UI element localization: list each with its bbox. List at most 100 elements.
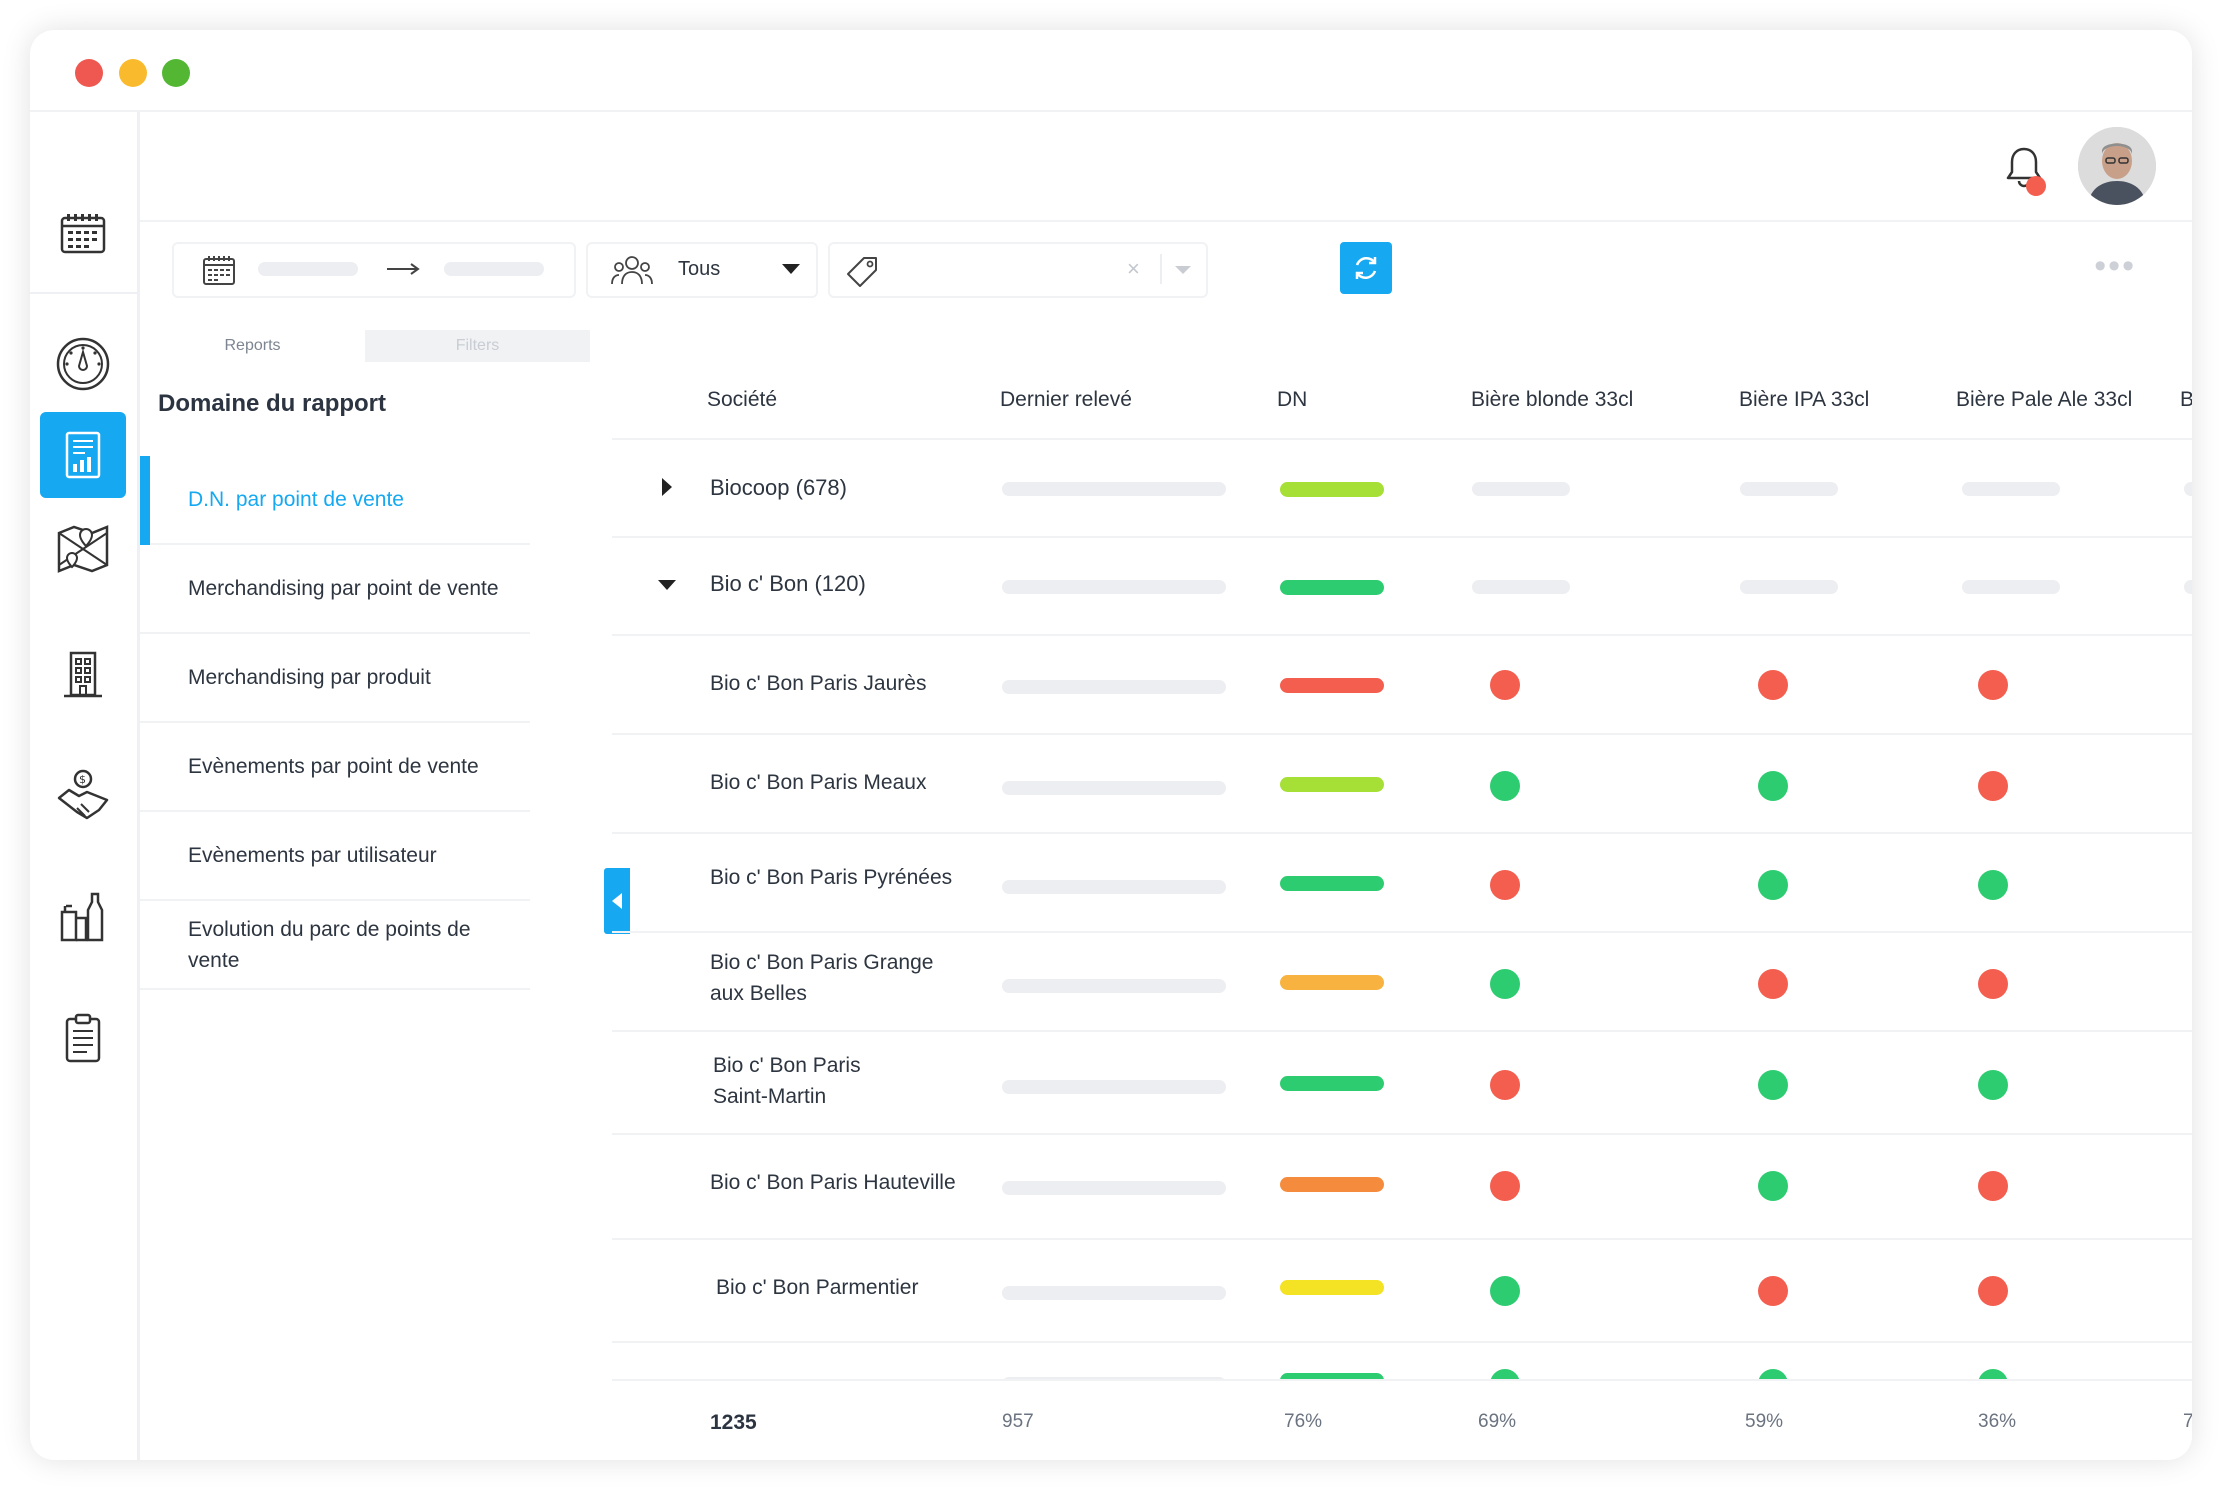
sidebar-item-deals[interactable]: $ <box>40 752 126 838</box>
handshake-icon: $ <box>57 769 109 820</box>
report-panel: Reports Filters Domaine du rapport D.N. … <box>140 330 610 1460</box>
collapse-panel-button[interactable] <box>604 868 630 934</box>
table-row[interactable]: Bio c' Bon Parmentier <box>612 1240 2192 1343</box>
status-dot <box>1758 969 1788 999</box>
sidebar-item-calendar[interactable] <box>40 190 126 276</box>
dn-bar <box>1280 1280 1384 1295</box>
sidebar-item-map[interactable] <box>40 505 126 591</box>
gauge-icon <box>56 337 110 391</box>
team-select-value: Tous <box>678 258 721 280</box>
status-dot <box>1490 1070 1520 1100</box>
tab-filters[interactable]: Filters <box>365 330 590 362</box>
total-biere-ipa: 59% <box>1745 1411 1784 1432</box>
close-window-button[interactable] <box>75 59 103 87</box>
sidebar-item-dashboard[interactable] <box>40 321 126 407</box>
store-name: Bio c' Bon Paris Jaurès <box>710 672 927 695</box>
report-item-dn[interactable]: D.N. par point de vente <box>140 456 530 545</box>
top-header <box>140 112 2192 222</box>
chevron-left-icon <box>612 893 622 909</box>
group-name: Bio c' Bon (120) <box>710 571 866 596</box>
table-row[interactable]: Bio c' Bon Paris Saint-Martin <box>612 1032 2192 1135</box>
notification-badge <box>2026 176 2046 196</box>
status-dot <box>1490 870 1520 900</box>
report-item-merch-pdv[interactable]: Merchandising par point de vente <box>140 545 530 634</box>
column-header[interactable]: DN <box>1277 388 1308 411</box>
table-row[interactable]: Bio c' Bon Paris Jaurès <box>612 636 2192 735</box>
status-dot <box>1978 670 2008 700</box>
tag-filter-select[interactable]: × <box>828 242 1208 298</box>
report-item-events-user[interactable]: Evènements par utilisateur <box>140 812 530 901</box>
team-icon <box>611 256 653 285</box>
arrow-right-icon <box>387 263 420 275</box>
chevron-down-icon <box>1175 266 1191 274</box>
table-row[interactable]: Bio c' Bon Paris Pyrénées <box>612 834 2192 933</box>
calendar-icon <box>60 214 106 254</box>
refresh-button[interactable] <box>1340 242 1392 294</box>
table-row[interactable]: Bio c' Bon Paris Meaux <box>612 735 2192 834</box>
total-dn: 76% <box>1284 1411 1323 1432</box>
store-name: Bio c' Bon Paris Grange aux Belles <box>710 951 934 1005</box>
sidebar-item-reports[interactable] <box>40 412 126 498</box>
report-list: D.N. par point de vente Merchandising pa… <box>140 456 530 990</box>
dn-bar <box>1280 876 1384 891</box>
store-name: Bio c' Bon Paris Hauteville <box>710 1171 956 1194</box>
column-header[interactable]: Bière blonde 33cl <box>1471 388 1634 411</box>
start-date-placeholder <box>258 262 358 276</box>
status-dot <box>1978 1171 2008 1201</box>
collapse-icon[interactable] <box>658 580 676 590</box>
clipboard-icon <box>65 1013 101 1063</box>
status-dot <box>1490 771 1520 801</box>
column-header[interactable]: Bière Pale Ale 33cl <box>1956 388 2133 411</box>
report-item-merch-produit[interactable]: Merchandising par produit <box>140 634 530 723</box>
status-dot <box>1978 1276 2008 1306</box>
dn-bar <box>1280 482 1384 497</box>
total-societe: 1235 <box>710 1411 757 1434</box>
more-options-button[interactable]: ••• <box>2094 249 2136 283</box>
column-header[interactable]: Dernier relevé <box>1000 388 1132 411</box>
clear-icon[interactable]: × <box>1127 256 1140 281</box>
tab-reports[interactable]: Reports <box>140 330 365 362</box>
dn-bar <box>1280 777 1384 792</box>
maximize-window-button[interactable] <box>162 59 190 87</box>
table-group-row[interactable]: Biocoop (678) <box>612 440 2192 538</box>
status-dot <box>1978 1070 2008 1100</box>
chevron-down-icon <box>782 264 800 274</box>
refresh-icon <box>1355 256 1377 280</box>
report-item-evolution[interactable]: Evolution du parc de points de vente <box>140 901 530 990</box>
sidebar-item-tasks[interactable] <box>40 996 126 1082</box>
table-row[interactable]: Bio c' Bon Paris Hauteville <box>612 1135 2192 1240</box>
date-range-picker[interactable] <box>172 242 576 298</box>
report-item-label: D.N. par point de vente <box>188 488 404 511</box>
team-select[interactable]: Tous <box>586 242 818 298</box>
column-header[interactable]: Société <box>707 388 778 411</box>
status-dot <box>1978 870 2008 900</box>
status-dot <box>1490 1171 1520 1201</box>
report-item-label: Evènements par utilisateur <box>188 844 437 867</box>
table-row[interactable] <box>612 1343 2192 1399</box>
status-dot <box>1758 670 1788 700</box>
end-date-placeholder <box>444 262 544 276</box>
app-window: $ Tous × <box>30 30 2192 1460</box>
store-name: Bio c' Bon Paris Pyrénées <box>710 866 953 889</box>
status-dot <box>1490 1276 1520 1306</box>
report-item-label: Merchandising par point de vente <box>188 577 499 600</box>
table-footer-totals: 1235 957 76% 69% 59% 36% 74% <box>612 1379 2192 1458</box>
expand-icon[interactable] <box>662 478 672 496</box>
table-row[interactable]: Bio c' Bon Paris Grange aux Belles <box>612 933 2192 1032</box>
tag-icon <box>847 257 877 287</box>
minimize-window-button[interactable] <box>119 59 147 87</box>
svg-text:$: $ <box>79 773 86 786</box>
user-avatar[interactable] <box>2078 127 2156 205</box>
report-table: Société Dernier relevé DN Bière blonde 3… <box>612 336 2192 1460</box>
report-item-events-pdv[interactable]: Evènements par point de vente <box>140 723 530 812</box>
column-header[interactable]: Bièr <box>2180 388 2192 411</box>
column-header[interactable]: Bière IPA 33cl <box>1739 388 1870 411</box>
table-group-row[interactable]: Bio c' Bon (120) <box>612 538 2192 636</box>
sidebar-item-products[interactable] <box>40 874 126 960</box>
total-biere-blonde: 69% <box>1478 1411 1517 1432</box>
filter-toolbar: Tous × ••• <box>140 222 2192 312</box>
table-header: Société Dernier relevé DN Bière blonde 3… <box>612 336 2192 440</box>
dn-bar <box>1280 1177 1384 1192</box>
group-name: Biocoop (678) <box>710 475 847 500</box>
sidebar-item-stores[interactable] <box>40 632 126 718</box>
